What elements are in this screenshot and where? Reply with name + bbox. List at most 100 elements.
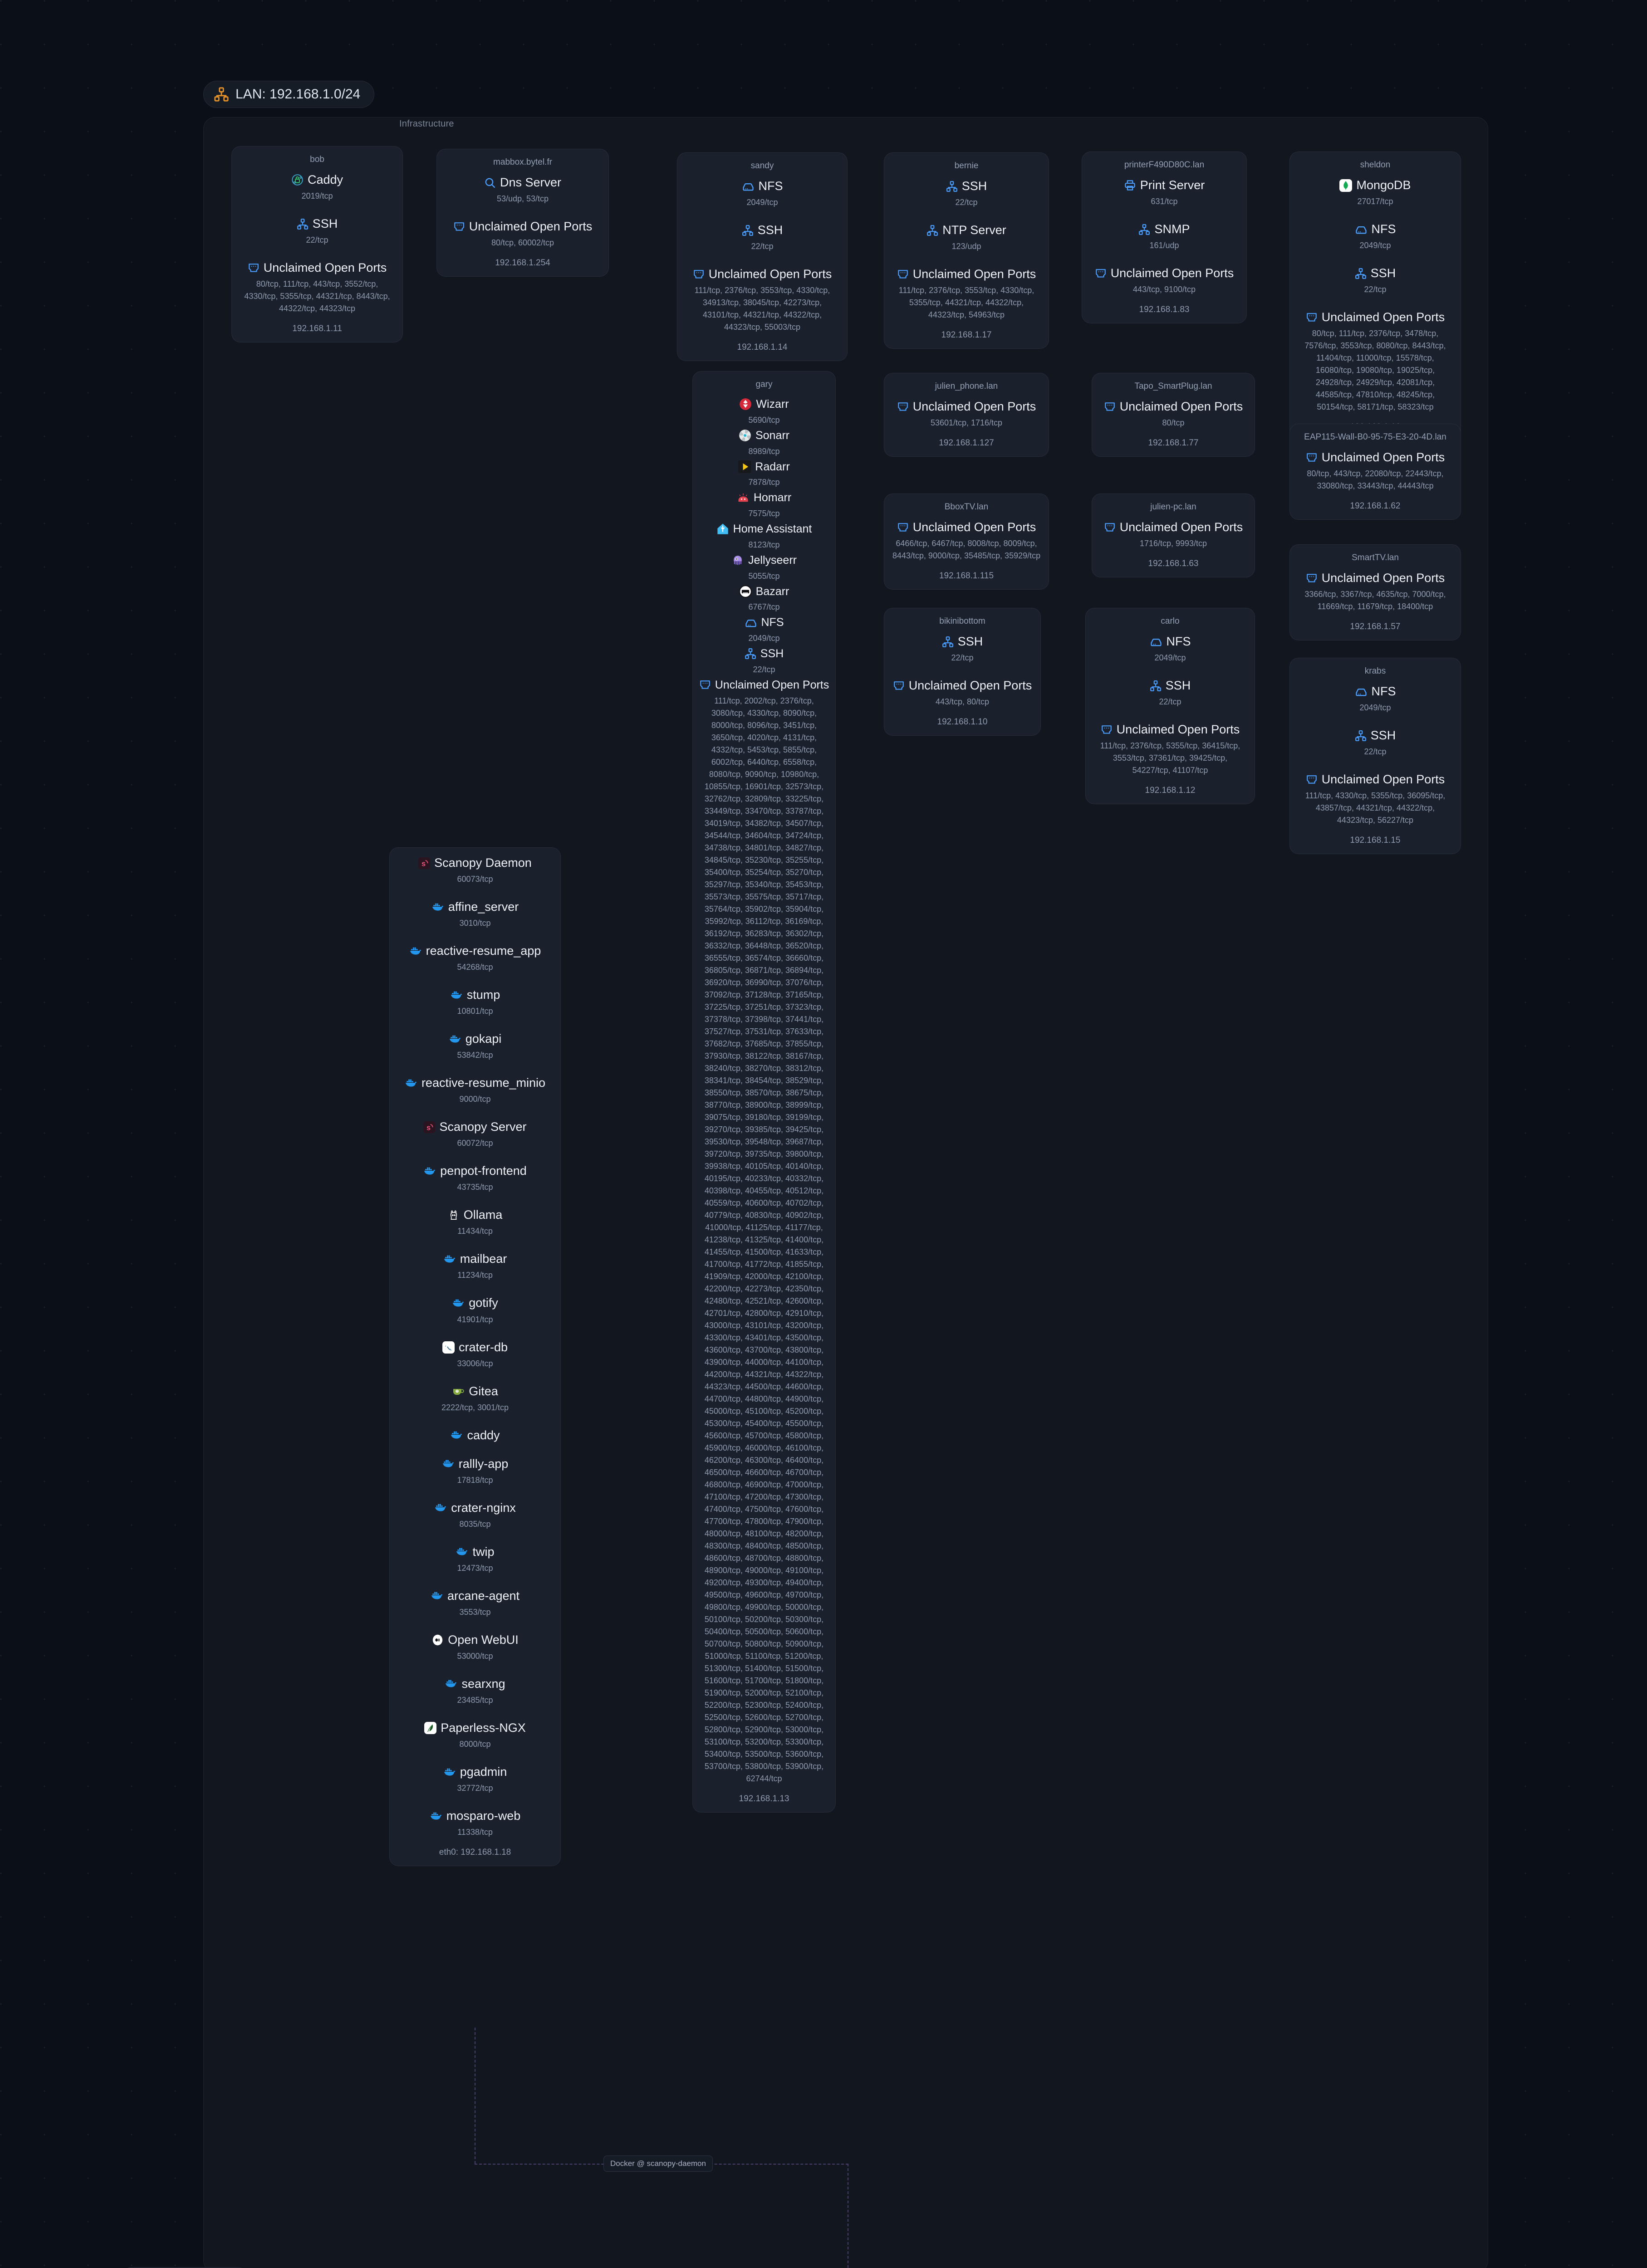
service-entry[interactable]: crater-db 33006/tcp: [397, 1340, 553, 1370]
service-entry[interactable]: Wizarr 5690/tcp: [700, 398, 828, 426]
service-entry[interactable]: gokapi 53842/tcp: [397, 1032, 553, 1061]
service-entry[interactable]: mailbear 11234/tcp: [397, 1252, 553, 1281]
host-card[interactable]: SmartTV.lan Unclaimed Open Ports 3366/tcp,…: [1289, 544, 1461, 641]
service-entry[interactable]: arcane-agent 3553/tcp: [397, 1589, 553, 1618]
service-entry[interactable]: twip 12473/tcp: [397, 1545, 553, 1574]
service-entry[interactable]: reactive-resume_minio 9000/tcp: [397, 1076, 553, 1105]
host-card[interactable]: sheldon MongoDB 27017/tcp NFS 2049/tcp SSH 22/…: [1289, 152, 1461, 441]
host-card[interactable]: krabs NFS 2049/tcp SSH 22/tcp Unclaimed Open …: [1289, 658, 1461, 855]
host-card[interactable]: bernie SSH 22/tcp NTP Server 123/udp Unclaime…: [884, 152, 1049, 349]
service-entry[interactable]: Unclaimed Open Ports 80/tcp, 443/tcp, 220…: [1297, 450, 1453, 492]
service-entry[interactable]: crater-nginx 8035/tcp: [397, 1501, 553, 1530]
service-entry[interactable]: SSH 22/tcp: [892, 179, 1041, 209]
host-card[interactable]: BboxTV.lan Unclaimed Open Ports 6466/tcp, …: [884, 494, 1049, 590]
host-card[interactable]: sandy NFS 2049/tcp SSH 22/tcp Unclaimed Open …: [677, 152, 848, 362]
service-entry[interactable]: affine_server 3010/tcp: [397, 900, 553, 929]
service-entry[interactable]: Unclaimed Open Ports 111/tcp, 2376/tcp, 5…: [1093, 723, 1247, 777]
service-entry[interactable]: Unclaimed Open Ports 80/tcp, 60002/tcp: [444, 220, 601, 249]
service-entry[interactable]: Unclaimed Open Ports 1716/tcp, 9993/tcp: [1099, 520, 1247, 550]
service-entry[interactable]: Unclaimed Open Ports 3366/tcp, 3367/tcp, …: [1297, 571, 1453, 613]
service-entry[interactable]: gotify 41901/tcp: [397, 1296, 553, 1325]
service-entry[interactable]: NFS 2049/tcp: [700, 616, 828, 645]
service-entry[interactable]: rallly-app 17818/tcp: [397, 1457, 553, 1486]
host-card[interactable]: gary Wizarr 5690/tcp Sonarr 8989/tcp Radarr 78…: [692, 371, 836, 1813]
service-entry[interactable]: MongoDB 27017/tcp: [1297, 178, 1453, 208]
service-entry[interactable]: stump 10801/tcp: [397, 988, 553, 1017]
service-row: arcane-agent: [397, 1589, 553, 1603]
spacer: [685, 211, 840, 223]
host-card[interactable]: bob Caddy 2019/tcp SSH 22/tcp Unclaimed Open …: [231, 146, 403, 343]
service-entry[interactable]: SSH 22/tcp: [239, 217, 395, 246]
service-entry[interactable]: pgadmin 32772/tcp: [397, 1765, 553, 1794]
service-entry[interactable]: Unclaimed Open Ports 111/tcp, 2002/tcp, 2…: [700, 679, 829, 1785]
service-entry[interactable]: Print Server 631/tcp: [1089, 178, 1239, 208]
lan-group-chip[interactable]: LAN: 192.168.1.0/24: [203, 81, 375, 108]
service-entry[interactable]: Radarr 7878/tcp: [700, 460, 828, 489]
sonarr-icon: [739, 429, 751, 442]
service-entry[interactable]: NFS 2049/tcp: [1297, 222, 1453, 252]
service-row: Unclaimed Open Ports: [1297, 450, 1453, 464]
host-card[interactable]: julien-pc.lan Unclaimed Open Ports 1716/tc…: [1092, 494, 1255, 578]
service-entry[interactable]: caddy: [397, 1428, 553, 1442]
host-card[interactable]: printerF490D80C.lan Print Server 631/tcp SN…: [1082, 152, 1247, 324]
service-entry[interactable]: SSH 22/tcp: [1297, 728, 1453, 758]
service-entry[interactable]: s Scanopy Server 60072/tcp: [397, 1120, 553, 1149]
service-entry[interactable]: reactive-resume_app 54268/tcp: [397, 944, 553, 973]
host-card[interactable]: julien_phone.lan Unclaimed Open Ports 5360…: [884, 373, 1049, 457]
service-entry[interactable]: Unclaimed Open Ports 6466/tcp, 6467/tcp, …: [892, 520, 1041, 562]
service-entry[interactable]: Sonarr 8989/tcp: [700, 429, 828, 458]
service-entry[interactable]: SSH 22/tcp: [1297, 266, 1453, 296]
host-card[interactable]: EAP115-Wall-B0-95-75-E3-20-4D.lan Unclaim…: [1289, 424, 1461, 520]
service-entry[interactable]: Unclaimed Open Ports 443/tcp, 80/tcp: [892, 679, 1033, 708]
host-card[interactable]: Tapo_SmartPlug.lan Unclaimed Open Ports 80…: [1092, 373, 1255, 457]
host-name: bikinibottom: [939, 616, 985, 626]
host-card[interactable]: bikinibottom SSH 22/tcp Unclaimed Open Port…: [884, 608, 1041, 736]
service-entry[interactable]: Caddy 2019/tcp: [239, 173, 395, 202]
service-entry[interactable]: Bazarr 6767/tcp: [700, 585, 828, 614]
service-entry[interactable]: NFS 2049/tcp: [1093, 635, 1247, 664]
service-entry[interactable]: NTP Server 123/udp: [892, 223, 1041, 253]
service-ports: 3010/tcp: [459, 919, 491, 928]
service-entry[interactable]: NFS 2049/tcp: [685, 179, 840, 209]
service-entry[interactable]: Ollama 11434/tcp: [397, 1208, 553, 1237]
service-entry[interactable]: SSH 22/tcp: [700, 647, 828, 676]
docker-icon: [450, 1430, 463, 1441]
service-row: SSH: [239, 217, 395, 231]
service-label: Unclaimed Open Ports: [469, 220, 593, 234]
service-entry[interactable]: Unclaimed Open Ports 80/tcp, 111/tcp, 237…: [1297, 310, 1453, 413]
service-row: Unclaimed Open Ports: [1093, 723, 1247, 737]
printer-icon: [1124, 179, 1136, 191]
spacer: [397, 1064, 553, 1076]
service-entry[interactable]: Gitea 2222/tcp, 3001/tcp: [397, 1384, 553, 1414]
service-label: SSH: [1370, 728, 1396, 743]
service-label: mailbear: [460, 1252, 507, 1266]
service-entry[interactable]: Unclaimed Open Ports 53601/tcp, 1716/tcp: [892, 400, 1041, 429]
service-entry[interactable]: Unclaimed Open Ports 80/tcp, 111/tcp, 443…: [239, 261, 395, 315]
service-entry[interactable]: Unclaimed Open Ports 111/tcp, 2376/tcp, 3…: [892, 267, 1041, 321]
service-entry[interactable]: SSH 22/tcp: [1093, 679, 1247, 708]
service-entry[interactable]: Unclaimed Open Ports 111/tcp, 2376/tcp, 3…: [685, 267, 840, 333]
service-label: reactive-resume_minio: [421, 1076, 546, 1090]
service-entry[interactable]: Unclaimed Open Ports 80/tcp: [1099, 400, 1247, 429]
service-entry[interactable]: Jellyseerr 5055/tcp: [700, 554, 828, 582]
service-entry[interactable]: NFS 2049/tcp: [1297, 684, 1453, 714]
service-entry[interactable]: Paperless-NGX 8000/tcp: [397, 1721, 553, 1750]
service-entry[interactable]: mosparo-web 11338/tcp: [397, 1809, 553, 1838]
service-entry[interactable]: penpot-frontend 43735/tcp: [397, 1164, 553, 1193]
service-entry[interactable]: Unclaimed Open Ports 443/tcp, 9100/tcp: [1089, 266, 1239, 296]
service-entry[interactable]: searxng 23485/tcp: [397, 1677, 553, 1706]
host-card[interactable]: carlo NFS 2049/tcp SSH 22/tcp Unclaimed Open …: [1085, 608, 1255, 805]
service-entry[interactable]: Homarr 7575/tcp: [700, 491, 828, 520]
service-entry[interactable]: SSH 22/tcp: [892, 635, 1033, 664]
service-entry[interactable]: Home Assistant 8123/tcp: [700, 523, 828, 551]
service-entry[interactable]: Unclaimed Open Ports 111/tcp, 4330/tcp, 5…: [1297, 772, 1453, 826]
service-entry[interactable]: SSH 22/tcp: [685, 223, 840, 253]
service-entry[interactable]: s Scanopy Daemon 60073/tcp: [397, 856, 553, 885]
host-card-scanopy-daemon[interactable]: s Scanopy Daemon 60073/tcp affine_server 301…: [389, 847, 561, 1867]
service-entry[interactable]: Dns Server 53/udp, 53/tcp: [444, 176, 601, 205]
service-entry[interactable]: SNMP 161/udp: [1089, 222, 1239, 252]
service-label: Unclaimed Open Ports: [912, 520, 1036, 534]
service-row: pgadmin: [397, 1765, 553, 1779]
service-entry[interactable]: Open WebUI 53000/tcp: [397, 1633, 553, 1662]
host-card[interactable]: mabbox.bytel.fr Dns Server 53/udp, 53/tcp U…: [436, 149, 609, 277]
